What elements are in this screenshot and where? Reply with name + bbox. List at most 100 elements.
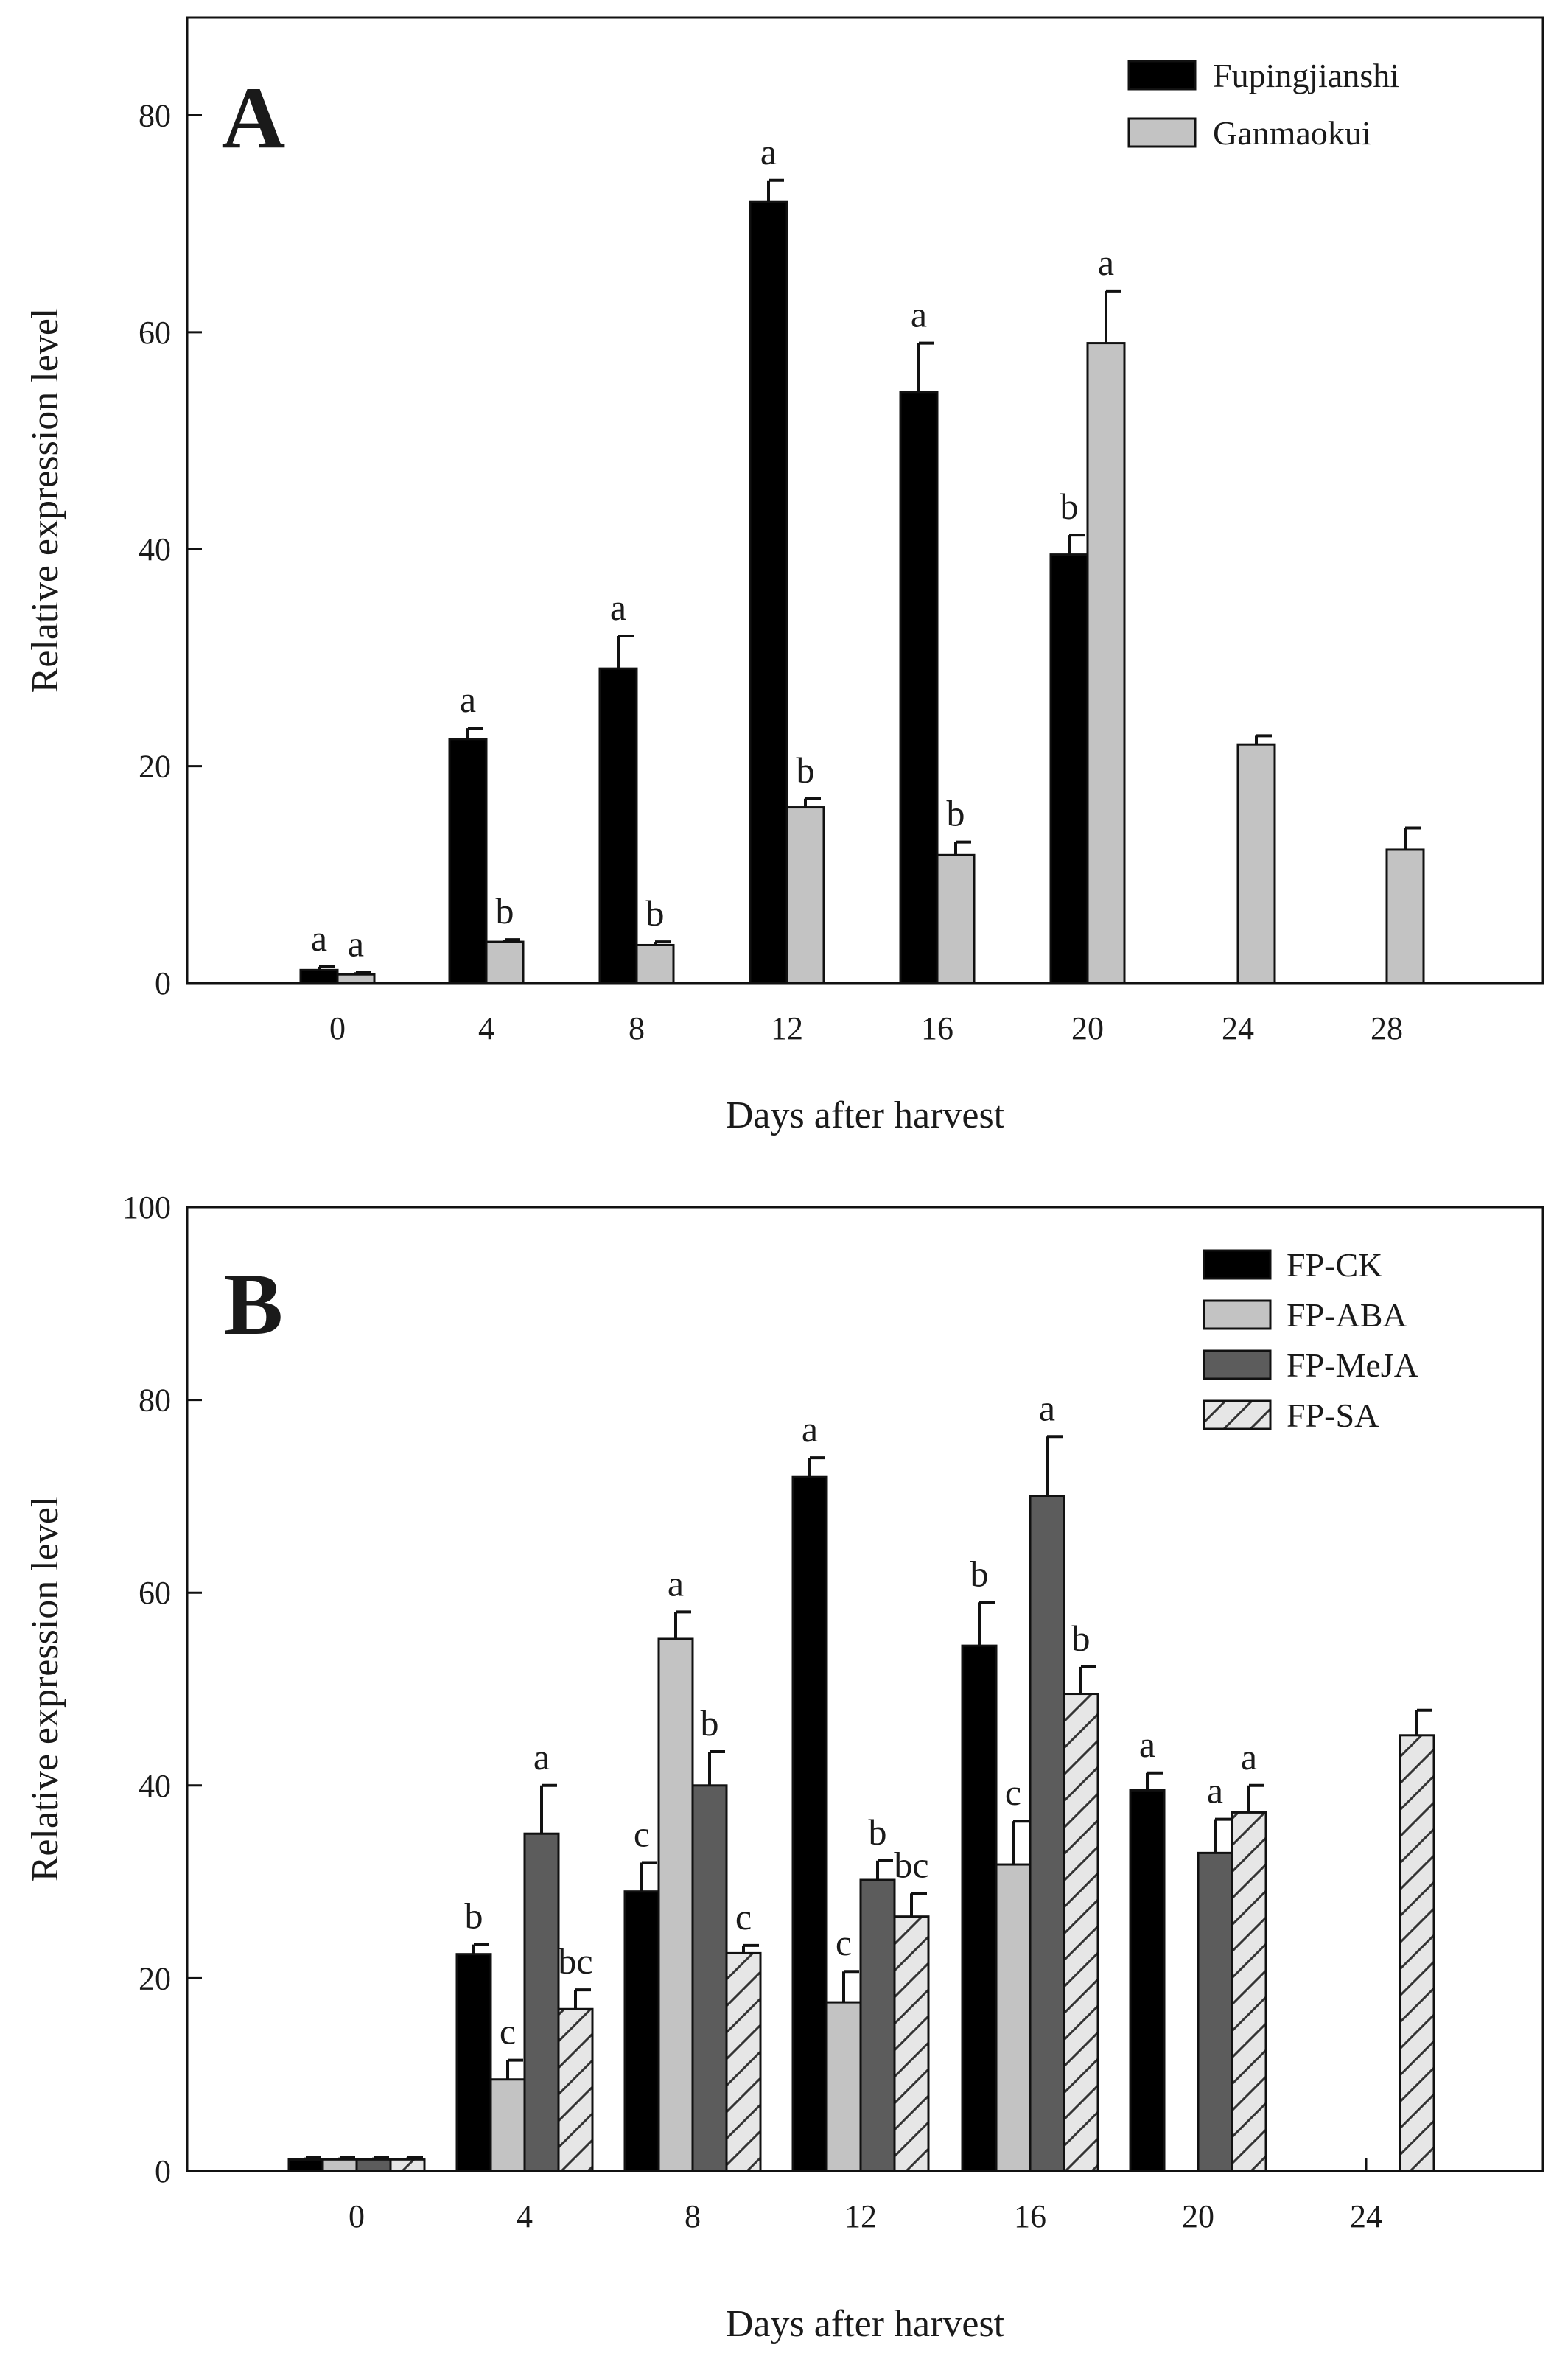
- panel-b-fp-meja-bar-16: [1029, 1495, 1065, 2172]
- panel-a-fupingjianshi-bar-4: [448, 738, 488, 985]
- panel-b-y-tick-label-100: 100: [122, 1189, 171, 1226]
- panel-a-fupingjianshi-bar-16: [899, 391, 939, 985]
- panel-b-fp-meja-bar-4: [523, 1832, 560, 2172]
- panel-a-y-axis-title: Relative expression level: [24, 308, 66, 693]
- panel-b-fp-sa-bar-8: [725, 1951, 762, 2172]
- panel-b-fp-meja-bar-12: [859, 1878, 896, 2172]
- panel-b-fp-aba-bar-16: [995, 1863, 1032, 2172]
- panel-b-y-tick-label-0: 0: [155, 2153, 171, 2189]
- panel-a-x-axis-title: Days after harvest: [726, 1094, 1005, 1136]
- panel-b-fp-meja-sig-label-16: a: [1039, 1387, 1055, 1428]
- panel-b-fp-meja-sig-label-8: b: [701, 1702, 719, 1744]
- panel-b-legend-swatch-fp-meja: [1203, 1349, 1272, 1380]
- panel-a-x-tick-label-8: 8: [629, 1010, 645, 1046]
- panel-b-fp-meja-sig-label-12: b: [869, 1811, 887, 1853]
- panel-b-x-tick-label-16: 16: [1014, 2198, 1046, 2234]
- panel-b-fp-aba-bar-0: [321, 2158, 358, 2172]
- panel-b-fp-sa-sig-label-16: b: [1072, 1618, 1091, 1659]
- panel-b-fp-ck-sig-label-12: a: [802, 1408, 818, 1450]
- panel-b-fp-meja-sig-label-4: a: [533, 1736, 550, 1778]
- panel-b-fp-ck-bar-20: [1129, 1789, 1166, 2172]
- panel-a-ganmaokui-sig-label-12: b: [797, 749, 815, 791]
- panel-a-ganmaokui-bar-16: [936, 853, 976, 985]
- panel-b-fp-aba-sig-label-16: c: [1005, 1772, 1021, 1813]
- panel-a-ganmaokui-sig-label-8: b: [646, 892, 665, 934]
- panel-b-fp-sa-bar-16: [1063, 1693, 1099, 2172]
- panel-a-ganmaokui-bar-4: [485, 940, 525, 985]
- panel-a-fupingjianshi-bar-0: [299, 968, 339, 985]
- panel-a-fupingjianshi-sig-label-20: b: [1060, 486, 1079, 527]
- panel-b-fp-ck-bar-12: [791, 1475, 828, 2172]
- panel-b-y-tick-label-20: 20: [139, 1960, 171, 1996]
- panel-b-fp-aba-bar-4: [489, 2078, 526, 2172]
- panel-a-legend-swatch-fupingjianshi: [1127, 60, 1197, 91]
- panel-a-ganmaokui-bar-20: [1086, 342, 1126, 985]
- panel-a-x-tick-label-12: 12: [771, 1010, 803, 1046]
- panel-a-panel-letter: A: [222, 69, 286, 167]
- panel-a-x-tick-label-0: 0: [329, 1010, 346, 1046]
- panel-b-fp-aba-bar-12: [825, 2001, 862, 2172]
- panel-b-legend-label-fp-meja: FP-MeJA: [1287, 1346, 1418, 1384]
- panel-b-x-tick-label-12: 12: [844, 2198, 877, 2234]
- panel-a-y-tick-label-20: 20: [139, 749, 171, 785]
- panel-a-ganmaokui-sig-label-20: a: [1098, 242, 1114, 283]
- panel-a-fupingjianshi-sig-label-16: a: [911, 294, 927, 335]
- panel-b-legend-swatch-fp-sa: [1203, 1399, 1272, 1430]
- panel-a-fupingjianshi-sig-label-12: a: [760, 131, 777, 172]
- panel-b-x-tick-label-4: 4: [517, 2198, 533, 2234]
- panel-a-fupingjianshi-bar-8: [598, 667, 638, 985]
- panel-b-fp-sa-sig-label-4: bc: [558, 1940, 592, 1982]
- panel-b-fp-ck-bar-0: [287, 2158, 324, 2172]
- panel-a-ganmaokui-sig-label-0: a: [348, 923, 364, 964]
- panel-b-x-tick-label-8: 8: [685, 2198, 701, 2234]
- panel-b-legend-label-fp-ck: FP-CK: [1287, 1246, 1382, 1284]
- panel-b-y-tick-label-40: 40: [139, 1768, 171, 1804]
- panel-a-ganmaokui-sig-label-16: b: [947, 793, 965, 834]
- panel-a-fupingjianshi-sig-label-8: a: [610, 587, 626, 628]
- panel-b-fp-sa-bar-24: [1399, 1734, 1435, 2172]
- panel-a-x-tick-label-16: 16: [921, 1010, 953, 1046]
- panel-b-fp-meja-bar-20: [1197, 1851, 1233, 2172]
- panel-a-y-tick-label-60: 60: [139, 315, 171, 351]
- panel-a-x-tick-label-24: 24: [1222, 1010, 1254, 1046]
- panel-b-fp-aba-bar-8: [657, 1637, 694, 2172]
- panel-a-ganmaokui-bar-0: [336, 973, 376, 985]
- panel-b-legend-label-fp-aba: FP-ABA: [1287, 1296, 1407, 1334]
- panel-a-legend-label-ganmaokui: Ganmaokui: [1213, 114, 1371, 152]
- panel-b-fp-ck-bar-16: [961, 1644, 998, 2172]
- panel-b-y-tick-label-60: 60: [139, 1575, 171, 1611]
- panel-b-fp-meja-bar-0: [355, 2158, 392, 2172]
- panel-b-panel-letter: B: [224, 1255, 283, 1353]
- panel-b-fp-sa-sig-label-12: bc: [894, 1844, 928, 1885]
- panel-a-y-tick-label-0: 0: [155, 965, 171, 1002]
- panel-b-plot-frame: [186, 1206, 1544, 2172]
- panel-a-fupingjianshi-sig-label-4: a: [460, 679, 476, 720]
- panel-b-fp-ck-bar-4: [455, 1953, 492, 2172]
- panel-a-plot-frame: [186, 16, 1544, 985]
- panel-b-fp-sa-bar-12: [893, 1915, 930, 2172]
- panel-b-fp-ck-sig-label-16: b: [970, 1553, 989, 1594]
- panel-b-x-axis-title: Days after harvest: [726, 2303, 1005, 2345]
- panel-b-fp-ck-sig-label-8: c: [634, 1813, 650, 1854]
- panel-b-legend-swatch-fp-aba: [1203, 1299, 1272, 1330]
- panel-a-x-tick-label-20: 20: [1071, 1010, 1104, 1046]
- panel-b-fp-aba-sig-label-8: a: [668, 1562, 684, 1604]
- panel-a-fupingjianshi-sig-label-0: a: [311, 917, 327, 959]
- panel-b-fp-sa-bar-0: [389, 2158, 426, 2172]
- panel-a-x-tick-label-4: 4: [478, 1010, 494, 1046]
- panel-b-x-tick-label-0: 0: [349, 2198, 365, 2234]
- panel-b-y-tick-label-80: 80: [139, 1382, 171, 1419]
- panel-a-y-tick-label-40: 40: [139, 531, 171, 567]
- panel-a-x-tick-label-28: 28: [1371, 1010, 1403, 1046]
- panel-b-fp-sa-bar-20: [1231, 1811, 1267, 2172]
- panel-a-legend-label-fupingjianshi: Fupingjianshi: [1213, 57, 1399, 94]
- panel-a-ganmaokui-bar-24: [1236, 743, 1276, 985]
- panel-a-fupingjianshi-bar-12: [749, 200, 788, 985]
- panel-b-legend-swatch-fp-ck: [1203, 1249, 1272, 1280]
- panel-a-ganmaokui-bar-12: [785, 806, 825, 985]
- panel-b-fp-sa-sig-label-8: c: [735, 1896, 752, 1937]
- panel-b-fp-aba-sig-label-12: c: [836, 1922, 852, 1963]
- panel-b-legend-label-fp-sa: FP-SA: [1287, 1397, 1379, 1434]
